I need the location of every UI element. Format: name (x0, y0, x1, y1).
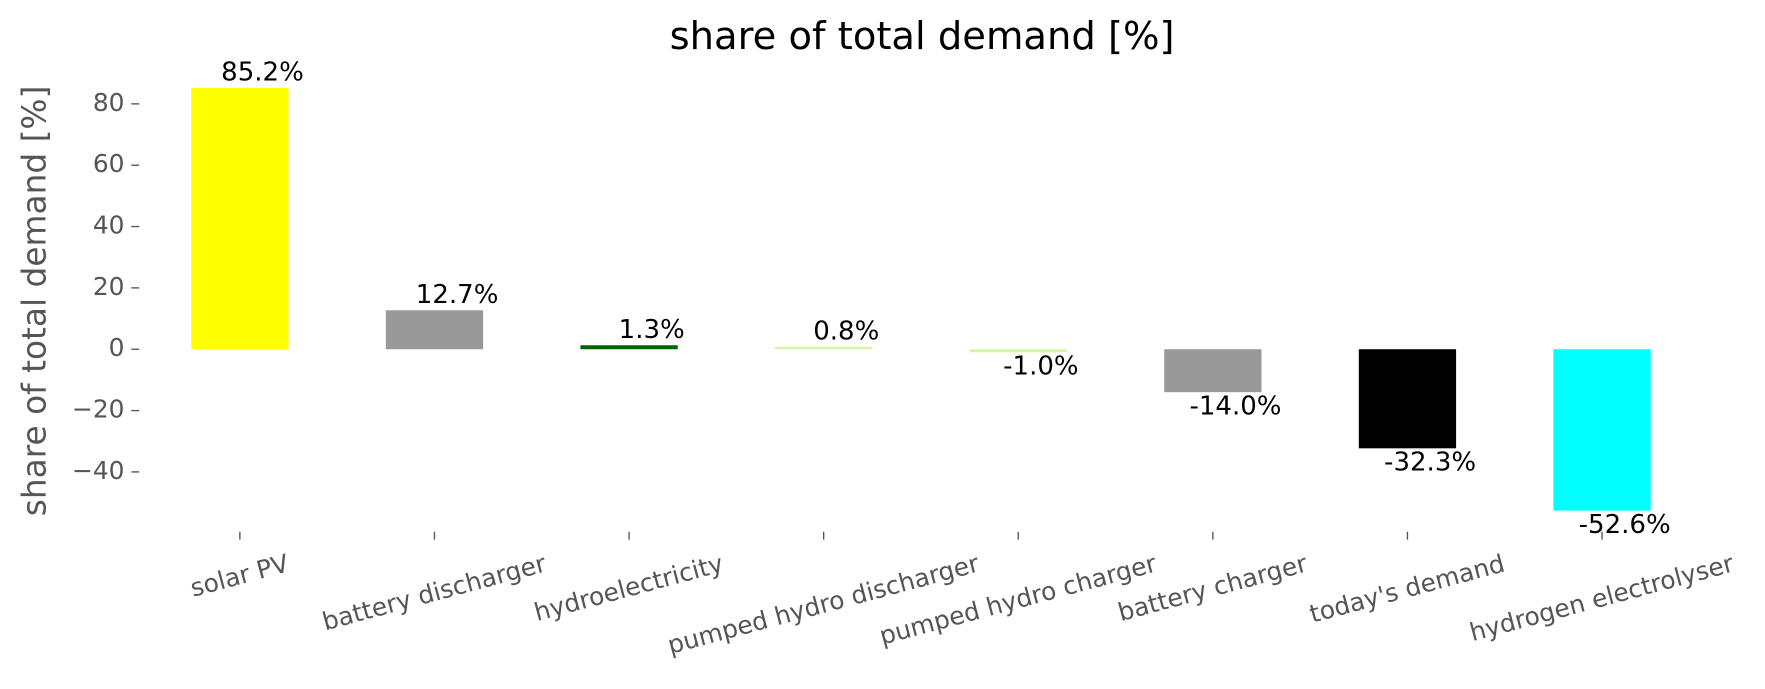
y-tick-label: −40 (72, 456, 125, 485)
value-label: 12.7% (416, 280, 499, 310)
value-label: 85.2% (221, 58, 304, 88)
y-tick-label: 40 (93, 211, 125, 240)
bar (969, 349, 1067, 353)
bar (1358, 349, 1457, 449)
y-tick-label: 0 (109, 333, 125, 362)
x-tick-label: battery discharger (319, 548, 550, 636)
bar (1164, 349, 1262, 393)
y-tick-label: −20 (72, 395, 125, 424)
bar (580, 345, 678, 350)
bar (191, 87, 289, 350)
chart-title: share of total demand [%] (670, 14, 1175, 59)
y-axis-label: share of total demand [%] (16, 86, 54, 517)
y-tick-label: 80 (93, 88, 125, 117)
bar (385, 310, 484, 350)
value-label: -1.0% (1003, 352, 1078, 382)
x-tick-label: hydrogen electrolyser (1467, 548, 1738, 647)
value-label: 1.3% (619, 315, 685, 345)
y-tick-label: 60 (93, 149, 125, 178)
value-label: -32.3% (1384, 448, 1476, 478)
value-label: 0.8% (813, 317, 879, 347)
bar (1553, 349, 1651, 511)
x-tick-label: hydroelectricity (531, 549, 726, 627)
y-tick-label: 20 (93, 272, 125, 301)
value-label: -14.0% (1189, 391, 1281, 421)
bar (775, 346, 873, 350)
value-label: -52.6% (1579, 510, 1671, 540)
x-tick-label: solar PV (187, 549, 292, 603)
